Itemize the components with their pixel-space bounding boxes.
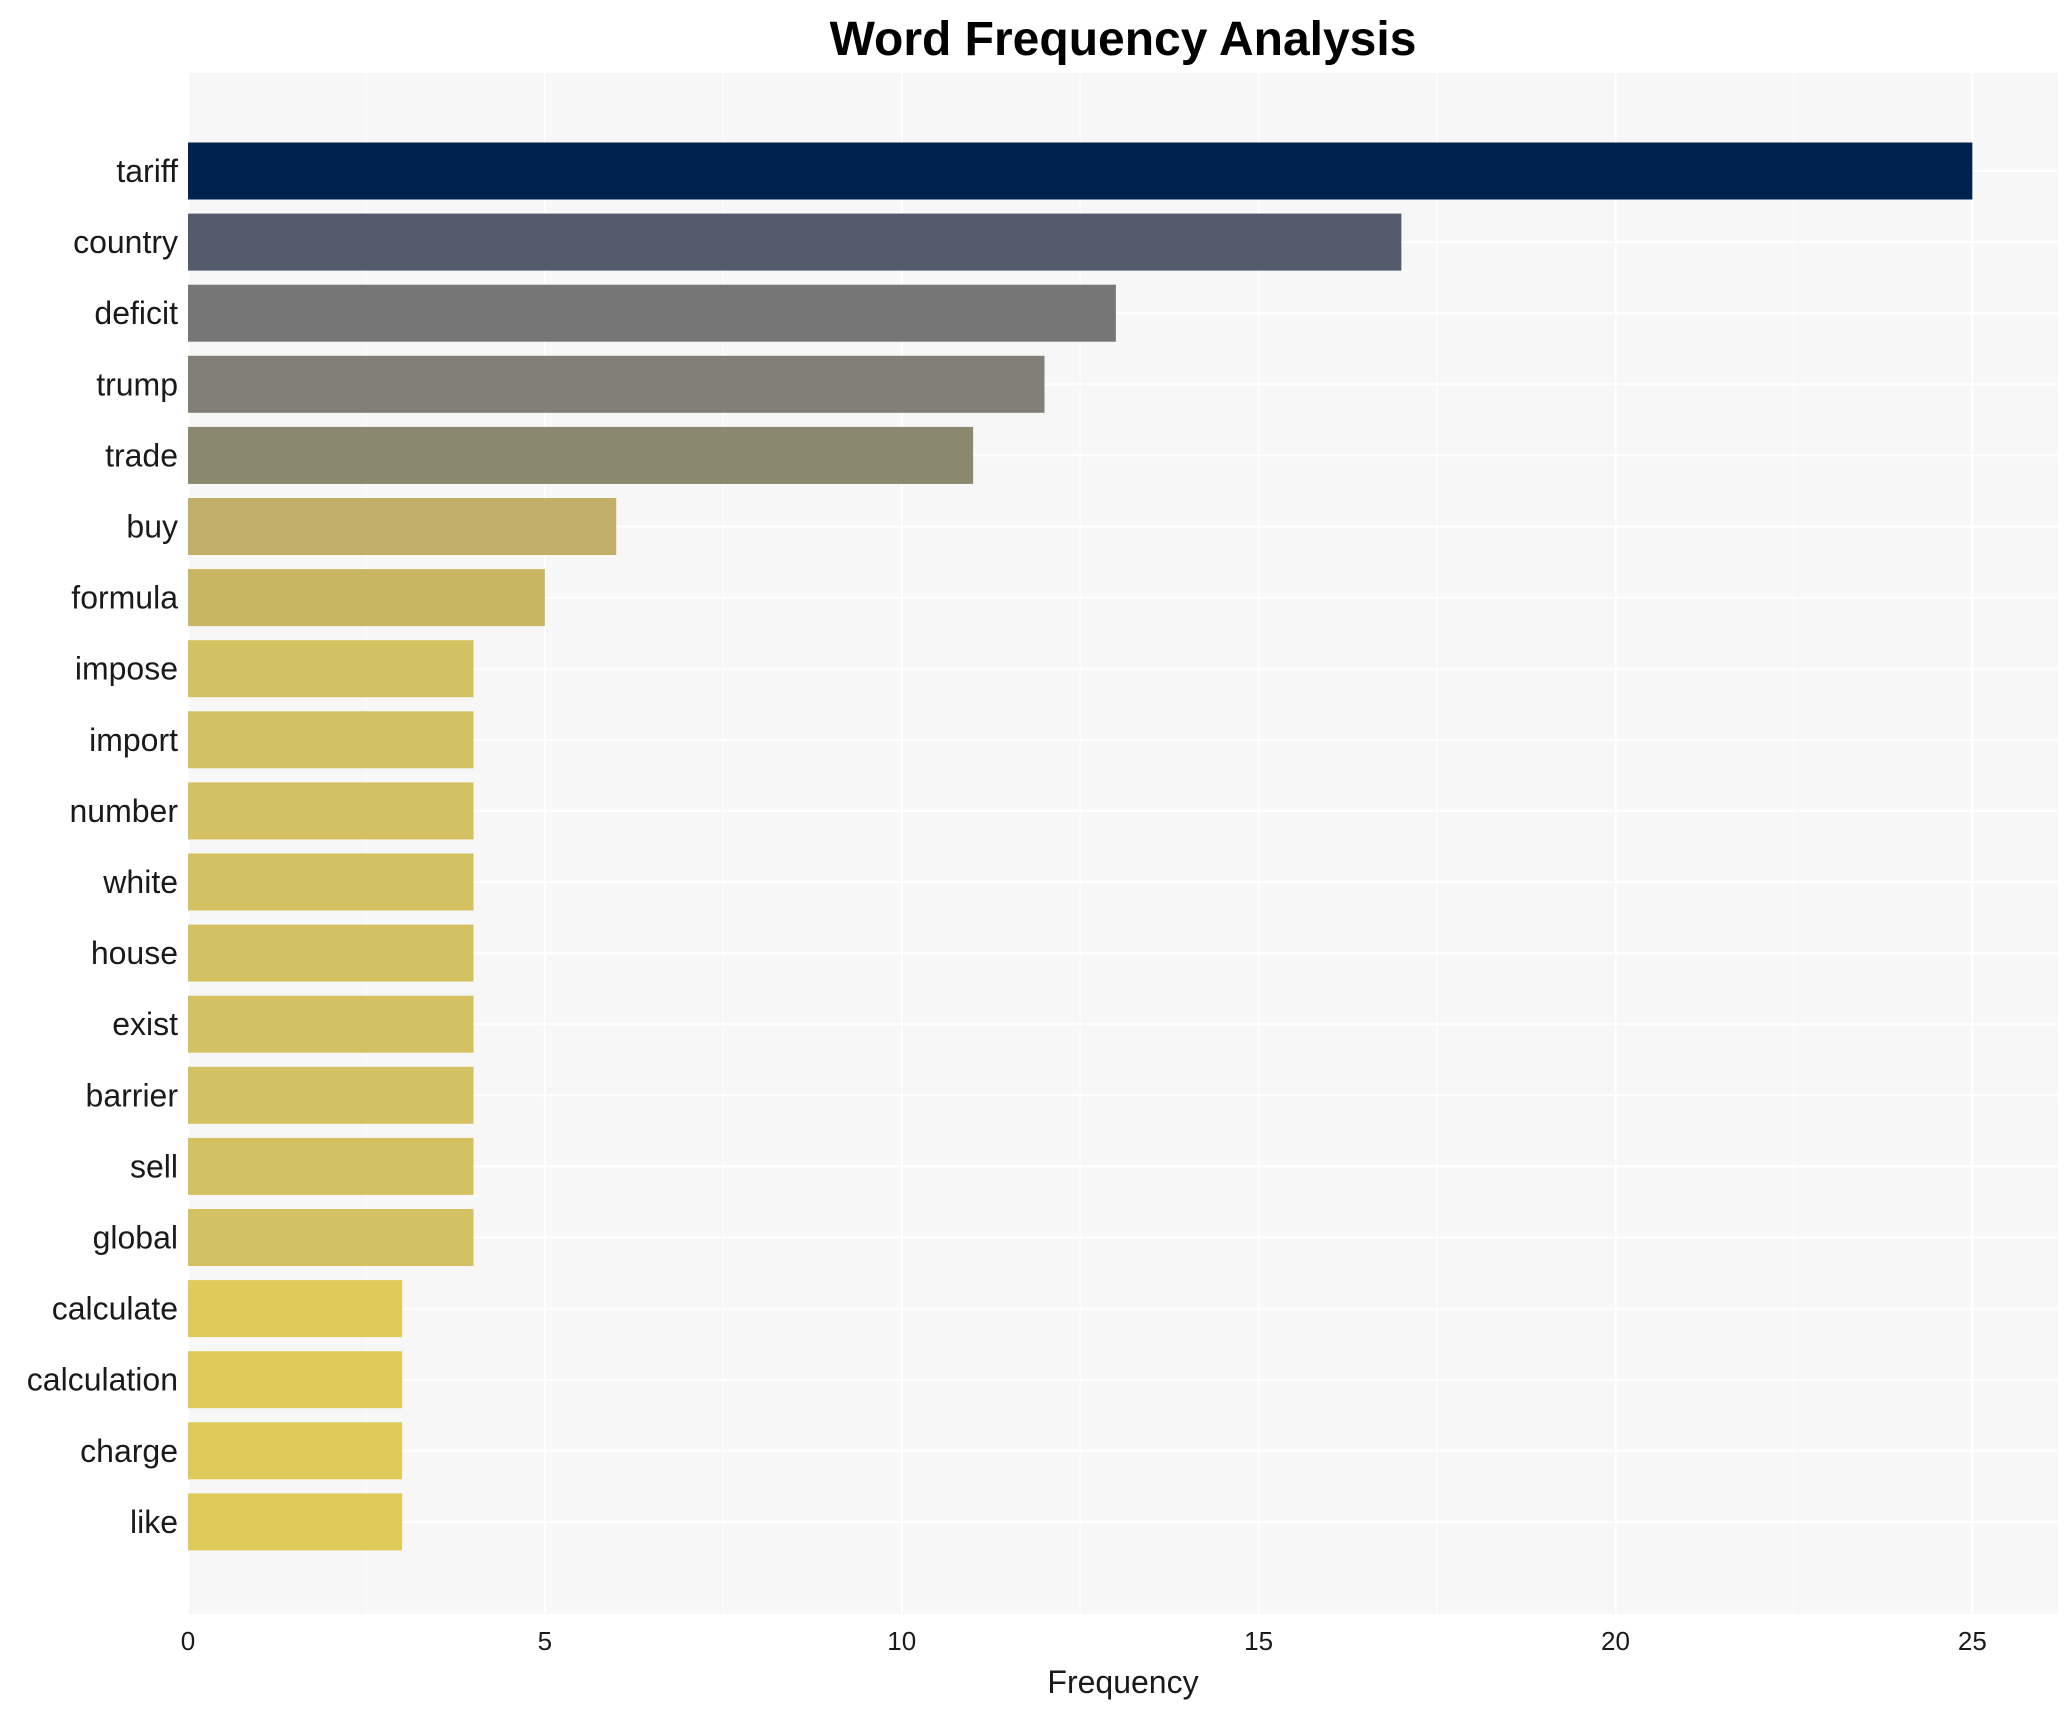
x-tick-labels: 0 5 10 15 20 25 [181,1626,1987,1656]
category-label-exist: exist [112,1006,178,1042]
category-label-sell: sell [130,1148,178,1184]
bar-country [188,213,1402,271]
category-label-global: global [93,1220,178,1256]
x-tick-label: 25 [1958,1626,1987,1656]
bar-house [188,924,474,982]
bar-barrier [188,1066,474,1124]
category-label-like: like [130,1504,178,1540]
category-label-barrier: barrier [86,1077,179,1113]
category-label-charge: charge [80,1433,178,1469]
bar-sell [188,1137,474,1195]
bar-formula [188,569,545,627]
bar-white [188,853,474,911]
bar-import [188,711,474,769]
chart-title: Word Frequency Analysis [830,13,1417,66]
category-label-house: house [91,935,178,971]
bar-impose [188,640,474,698]
bar-global [188,1209,474,1266]
bars [188,142,1973,1551]
x-axis-title: Frequency [1047,1664,1198,1700]
category-label-formula: formula [71,580,178,616]
category-label-impose: impose [75,651,178,687]
x-tick-label: 20 [1601,1626,1630,1656]
bar-charge [188,1422,403,1480]
category-label-deficit: deficit [94,295,178,331]
bar-buy [188,498,617,555]
category-label-calculate: calculate [52,1291,178,1327]
category-label-number: number [70,793,179,829]
category-label-trump: trump [96,366,178,402]
x-tick-label: 15 [1244,1626,1273,1656]
bar-number [188,782,474,840]
x-tick-label: 0 [181,1626,195,1656]
category-label-calculation: calculation [27,1362,178,1398]
x-tick-label: 5 [538,1626,552,1656]
bar-like [188,1493,403,1551]
bar-deficit [188,284,1116,342]
category-label-trade: trade [105,437,178,473]
category-label-white: white [102,864,178,900]
category-labels: tariff country deficit trump trade buy formula… [27,153,179,1540]
category-label-tariff: tariff [116,153,178,189]
bar-trump [188,355,1045,413]
category-label-country: country [73,224,178,260]
bar-calculation [188,1351,403,1409]
x-tick-label: 10 [887,1626,916,1656]
category-label-buy: buy [126,509,178,545]
bar-exist [188,995,474,1053]
bar-tariff [188,142,1973,200]
bar-trade [188,426,974,484]
bar-calculate [188,1280,403,1338]
category-label-import: import [89,722,178,758]
